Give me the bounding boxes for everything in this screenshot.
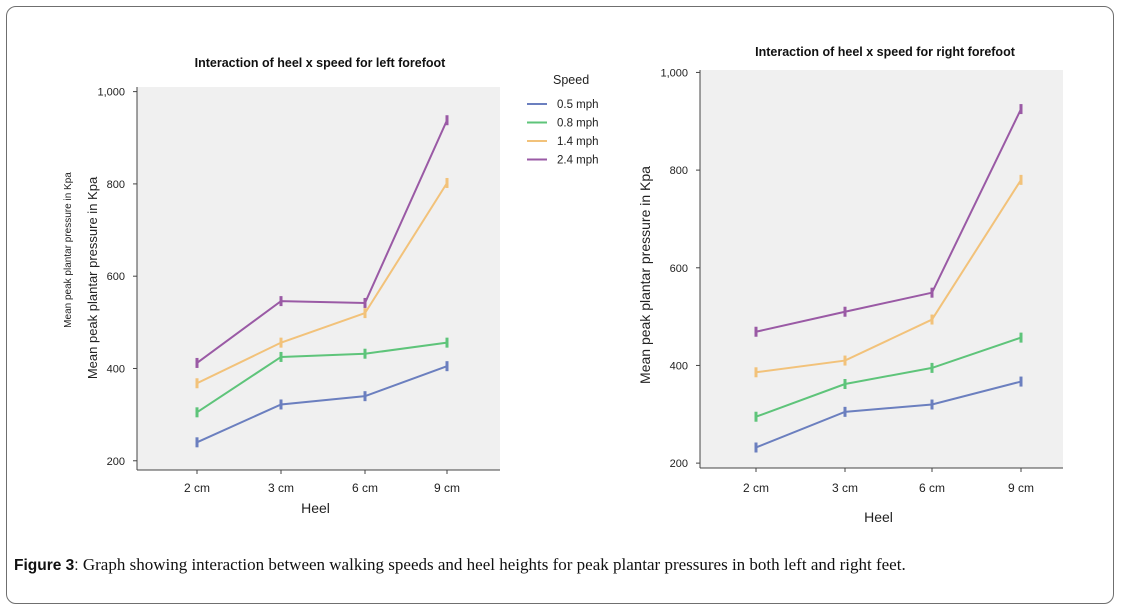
plot-area: [137, 87, 500, 470]
data-point: [844, 310, 846, 313]
y-tick-label: 400: [670, 360, 688, 372]
figure-caption: Figure 3: Graph showing interaction betw…: [14, 555, 906, 575]
series-line-0-8-mph: [196, 341, 448, 414]
legend-label: 1.4 mph: [557, 136, 599, 148]
data-point: [844, 383, 846, 386]
x-tick-label: 6 cm: [919, 481, 945, 495]
legend-label: 0.8 mph: [557, 118, 599, 130]
data-point: [280, 403, 282, 406]
data-point: [931, 291, 933, 294]
legend-title: Speed: [553, 73, 589, 87]
legend-label: 2.4 mph: [557, 155, 599, 167]
data-point: [1020, 108, 1022, 111]
data-point: [196, 361, 198, 364]
x-tick-label: 6 cm: [352, 481, 378, 495]
y-axis-label-secondary: Mean peak plantar pressure in Kpa: [63, 172, 74, 328]
series-line-1-4-mph: [196, 182, 448, 385]
data-point: [446, 119, 448, 122]
y-tick-label: 200: [670, 458, 688, 470]
series-line-0-5-mph: [755, 380, 1022, 449]
figure-label: Figure 3:: [14, 557, 79, 574]
data-point: [196, 441, 198, 444]
legend: Speed 0.5 mph 0.8 mph 1.4 mph 2.4 mph: [527, 73, 599, 167]
y-tick-label: 600: [670, 263, 688, 275]
data-point: [931, 403, 933, 406]
data-point: [844, 410, 846, 413]
data-point: [1020, 380, 1022, 383]
caption-text: Graph showing interaction between walkin…: [78, 555, 906, 574]
data-point: [1020, 178, 1022, 181]
y-tick-label: 400: [107, 363, 125, 375]
y-tick-label: 800: [670, 165, 688, 177]
y-tick-label: 600: [107, 271, 125, 283]
y-tick-label: 200: [107, 456, 125, 468]
figure-frame: [6, 6, 1114, 604]
y-axis-label: Mean peak plantar pressure in Kpa: [637, 166, 653, 384]
charts-canvas: 200 400 600 800 1,000 2 cm 3 cm 6 cm 9 cm Interac…: [63, 45, 1063, 525]
data-point: [364, 352, 366, 355]
y-axis-label: Mean peak plantar pressure in Kpa: [85, 176, 100, 379]
data-point: [446, 181, 448, 184]
x-tick-label: 9 cm: [1008, 481, 1034, 495]
data-point: [446, 341, 448, 344]
series-line-1-4-mph: [755, 179, 1022, 374]
data-point: [931, 318, 933, 321]
y-tick-label: 800: [107, 179, 125, 191]
data-point: [364, 301, 366, 304]
series-line-0-8-mph: [755, 336, 1022, 418]
data-point: [280, 355, 282, 358]
data-point: [364, 395, 366, 398]
plot-area: [700, 70, 1063, 468]
data-point: [755, 415, 757, 418]
data-point: [280, 341, 282, 344]
data-point: [1020, 336, 1022, 339]
series-line-0-5-mph: [196, 365, 448, 444]
chart-title: Interaction of heel x speed for right fo…: [755, 45, 1016, 59]
left-chart: 200 400 600 800 1,000 2 cm 3 cm 6 cm 9 cm Interac…: [63, 56, 500, 516]
x-tick-label: 3 cm: [832, 481, 858, 495]
data-point: [196, 382, 198, 385]
legend-label: 0.5 mph: [557, 99, 599, 111]
data-point: [755, 371, 757, 374]
right-chart: 200 400 600 800 1,000 2 cm 3 cm 6 cm 9 cm Interac…: [637, 45, 1063, 525]
x-axis-label: Heel: [864, 509, 893, 525]
y-tick-label: 1,000: [660, 67, 688, 79]
x-tick-label: 2 cm: [743, 481, 769, 495]
data-point: [364, 312, 366, 315]
y-tick-label: 1,000: [97, 87, 125, 99]
data-point: [446, 365, 448, 368]
chart-title: Interaction of heel x speed for left for…: [195, 56, 447, 70]
data-point: [755, 330, 757, 333]
data-point: [755, 446, 757, 449]
data-point: [931, 366, 933, 369]
data-point: [196, 411, 198, 414]
x-axis-label: Heel: [301, 500, 330, 516]
series-line-2-4-mph: [196, 119, 448, 364]
series-line-2-4-mph: [755, 108, 1022, 333]
data-point: [844, 359, 846, 362]
x-tick-label: 3 cm: [268, 481, 294, 495]
x-tick-label: 9 cm: [434, 481, 460, 495]
data-point: [280, 300, 282, 303]
x-tick-label: 2 cm: [184, 481, 210, 495]
